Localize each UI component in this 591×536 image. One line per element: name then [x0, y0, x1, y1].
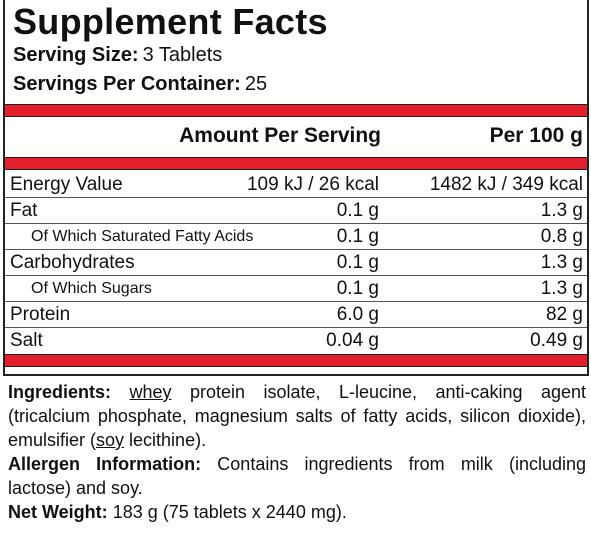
- servings-per-container: Servings Per Container: 25: [13, 72, 267, 96]
- label: Net Weight:: [8, 502, 108, 522]
- title: Supplement Facts: [13, 1, 328, 42]
- header-cell: Amount Per Serving: [179, 124, 381, 147]
- serving-size: Serving Size: 3 Tablets: [13, 43, 222, 67]
- table-row: Protein 6.0 g 82 g: [5, 302, 587, 328]
- per-serving: 109 kJ / 26 kcal: [246, 174, 379, 195]
- nutrient-name: Of Which Sugars: [31, 280, 152, 297]
- nutrient-name: Fat: [10, 200, 38, 221]
- per-100g: 1.3 g: [540, 252, 583, 273]
- text: 183 g (75 tablets x 2440 mg).: [112, 502, 347, 522]
- per-100g: 0.8 g: [540, 226, 583, 247]
- red-rule: [5, 354, 587, 367]
- ingredient-text: protein isolate, L-leucine, anti-caking …: [8, 382, 586, 450]
- table-row: Energy Value 109 kJ / 26 kcal 1482 kJ / 34…: [5, 172, 587, 198]
- per-100g: 1482 kJ / 349 kcal: [429, 174, 583, 195]
- header-cell: Per 100 g: [489, 124, 583, 147]
- facts-panel: Supplement Facts Serving Size: 3 Tablets …: [3, 0, 589, 376]
- nutrient-name: Salt: [10, 330, 43, 351]
- notes: Ingredients: whey protein isolate, L-leu…: [8, 380, 586, 524]
- label: Serving Size:: [13, 44, 139, 66]
- ingredient-text: soy: [96, 430, 125, 450]
- label: Allergen Information:: [8, 454, 202, 474]
- ingredient-text: lecithine).: [124, 430, 207, 450]
- per-serving: 6.0 g: [336, 304, 379, 325]
- red-rule: [5, 104, 587, 117]
- per-serving: 0.1 g: [336, 226, 379, 247]
- red-rule: [5, 157, 587, 170]
- value: 25: [244, 73, 268, 95]
- allergen: Allergen Information: Contains ingredien…: [8, 452, 586, 500]
- per-100g: 0.49 g: [530, 330, 583, 351]
- per-serving: 0.1 g: [336, 252, 379, 273]
- ingredient-text: whey: [129, 382, 172, 402]
- per-serving: 0.04 g: [326, 330, 379, 351]
- table-row: Of Which Sugars 0.1 g 1.3 g: [5, 276, 587, 302]
- nutrient-name: Energy Value: [10, 174, 123, 195]
- nutrient-name: Protein: [10, 304, 71, 325]
- per-100g: 82 g: [546, 304, 583, 325]
- label: Ingredients:: [8, 382, 112, 402]
- per-serving: 0.1 g: [336, 278, 379, 299]
- nutrient-name: Carbohydrates: [10, 252, 135, 273]
- table-row: Of Which Saturated Fatty Acids 0.1 g 0.8 g: [5, 224, 587, 250]
- table-row: Salt 0.04 g 0.49 g: [5, 328, 587, 353]
- table-header: Amount Per Serving Per 100 g: [5, 118, 587, 158]
- table-row: Carbohydrates 0.1 g 1.3 g: [5, 250, 587, 276]
- value: 3 Tablets: [142, 44, 223, 66]
- nutrient-name: Of Which Saturated Fatty Acids: [31, 228, 254, 245]
- per-100g: 1.3 g: [540, 278, 583, 299]
- text: Contains ingredients from milk (includin…: [8, 454, 586, 498]
- ingredients: Ingredients: whey protein isolate, L-leu…: [8, 380, 586, 452]
- label: Servings Per Container:: [13, 73, 241, 95]
- per-serving: 0.1 g: [336, 200, 379, 221]
- net-weight: Net Weight: 183 g (75 tablets x 2440 mg)…: [8, 500, 586, 524]
- table-row: Fat 0.1 g 1.3 g: [5, 198, 587, 224]
- per-100g: 1.3 g: [540, 200, 583, 221]
